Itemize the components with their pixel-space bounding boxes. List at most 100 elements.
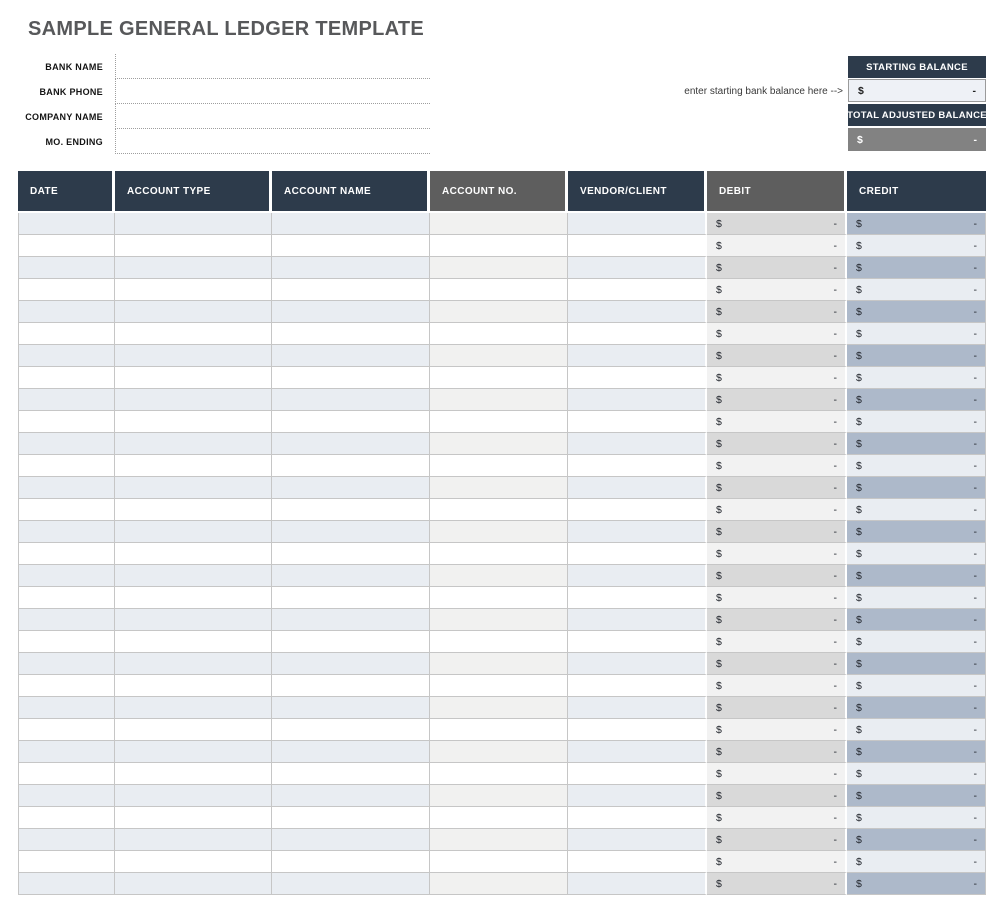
cell-account-type[interactable]: [115, 455, 272, 477]
cell-debit[interactable]: $ -: [707, 653, 847, 675]
cell-credit[interactable]: $ -: [847, 653, 986, 675]
cell-date[interactable]: [18, 301, 115, 323]
cell-debit[interactable]: $ -: [707, 631, 847, 653]
cell-date[interactable]: [18, 389, 115, 411]
cell-account-name[interactable]: [272, 279, 430, 301]
cell-date[interactable]: [18, 455, 115, 477]
cell-account-name[interactable]: [272, 829, 430, 851]
cell-account-name[interactable]: [272, 323, 430, 345]
cell-account-no[interactable]: [430, 235, 568, 257]
cell-date[interactable]: [18, 741, 115, 763]
cell-vendor-client[interactable]: [568, 697, 707, 719]
cell-debit[interactable]: $ -: [707, 807, 847, 829]
cell-account-name[interactable]: [272, 257, 430, 279]
cell-date[interactable]: [18, 257, 115, 279]
cell-date[interactable]: [18, 587, 115, 609]
cell-vendor-client[interactable]: [568, 345, 707, 367]
cell-vendor-client[interactable]: [568, 653, 707, 675]
cell-vendor-client[interactable]: [568, 279, 707, 301]
cell-date[interactable]: [18, 631, 115, 653]
cell-account-type[interactable]: [115, 587, 272, 609]
cell-credit[interactable]: $ -: [847, 301, 986, 323]
cell-account-no[interactable]: [430, 741, 568, 763]
cell-account-no[interactable]: [430, 763, 568, 785]
cell-account-type[interactable]: [115, 279, 272, 301]
cell-account-type[interactable]: [115, 213, 272, 235]
cell-account-type[interactable]: [115, 543, 272, 565]
cell-debit[interactable]: $ -: [707, 763, 847, 785]
cell-vendor-client[interactable]: [568, 257, 707, 279]
cell-vendor-client[interactable]: [568, 543, 707, 565]
mo-ending-field[interactable]: [115, 129, 430, 154]
cell-account-type[interactable]: [115, 477, 272, 499]
cell-account-name[interactable]: [272, 345, 430, 367]
cell-credit[interactable]: $ -: [847, 829, 986, 851]
cell-account-no[interactable]: [430, 301, 568, 323]
cell-date[interactable]: [18, 323, 115, 345]
cell-debit[interactable]: $ -: [707, 455, 847, 477]
cell-account-no[interactable]: [430, 719, 568, 741]
cell-debit[interactable]: $ -: [707, 499, 847, 521]
cell-date[interactable]: [18, 829, 115, 851]
cell-date[interactable]: [18, 785, 115, 807]
cell-credit[interactable]: $ -: [847, 235, 986, 257]
cell-debit[interactable]: $ -: [707, 257, 847, 279]
cell-account-type[interactable]: [115, 499, 272, 521]
cell-date[interactable]: [18, 543, 115, 565]
cell-debit[interactable]: $ -: [707, 323, 847, 345]
cell-debit[interactable]: $ -: [707, 477, 847, 499]
cell-account-type[interactable]: [115, 851, 272, 873]
cell-account-no[interactable]: [430, 807, 568, 829]
cell-account-type[interactable]: [115, 345, 272, 367]
cell-account-no[interactable]: [430, 785, 568, 807]
cell-vendor-client[interactable]: [568, 477, 707, 499]
cell-credit[interactable]: $ -: [847, 565, 986, 587]
cell-vendor-client[interactable]: [568, 609, 707, 631]
cell-account-no[interactable]: [430, 279, 568, 301]
cell-account-name[interactable]: [272, 455, 430, 477]
cell-credit[interactable]: $ -: [847, 499, 986, 521]
cell-account-type[interactable]: [115, 675, 272, 697]
cell-account-no[interactable]: [430, 367, 568, 389]
cell-debit[interactable]: $ -: [707, 235, 847, 257]
cell-credit[interactable]: $ -: [847, 257, 986, 279]
cell-vendor-client[interactable]: [568, 873, 707, 895]
cell-debit[interactable]: $ -: [707, 389, 847, 411]
cell-vendor-client[interactable]: [568, 323, 707, 345]
cell-account-name[interactable]: [272, 609, 430, 631]
cell-account-name[interactable]: [272, 873, 430, 895]
cell-account-no[interactable]: [430, 345, 568, 367]
cell-credit[interactable]: $ -: [847, 587, 986, 609]
cell-account-no[interactable]: [430, 587, 568, 609]
cell-vendor-client[interactable]: [568, 807, 707, 829]
cell-date[interactable]: [18, 213, 115, 235]
cell-account-no[interactable]: [430, 411, 568, 433]
cell-credit[interactable]: $ -: [847, 873, 986, 895]
cell-account-type[interactable]: [115, 829, 272, 851]
cell-vendor-client[interactable]: [568, 829, 707, 851]
cell-debit[interactable]: $ -: [707, 829, 847, 851]
cell-account-no[interactable]: [430, 653, 568, 675]
cell-date[interactable]: [18, 279, 115, 301]
cell-vendor-client[interactable]: [568, 785, 707, 807]
cell-date[interactable]: [18, 345, 115, 367]
cell-account-type[interactable]: [115, 807, 272, 829]
cell-account-type[interactable]: [115, 741, 272, 763]
cell-debit[interactable]: $ -: [707, 433, 847, 455]
cell-account-name[interactable]: [272, 235, 430, 257]
cell-vendor-client[interactable]: [568, 411, 707, 433]
cell-account-no[interactable]: [430, 675, 568, 697]
cell-account-type[interactable]: [115, 719, 272, 741]
cell-account-name[interactable]: [272, 587, 430, 609]
cell-account-name[interactable]: [272, 631, 430, 653]
cell-vendor-client[interactable]: [568, 235, 707, 257]
cell-date[interactable]: [18, 521, 115, 543]
cell-account-name[interactable]: [272, 301, 430, 323]
cell-credit[interactable]: $ -: [847, 477, 986, 499]
cell-account-no[interactable]: [430, 873, 568, 895]
cell-account-type[interactable]: [115, 257, 272, 279]
cell-vendor-client[interactable]: [568, 851, 707, 873]
cell-debit[interactable]: $ -: [707, 543, 847, 565]
cell-credit[interactable]: $ -: [847, 719, 986, 741]
cell-account-type[interactable]: [115, 653, 272, 675]
